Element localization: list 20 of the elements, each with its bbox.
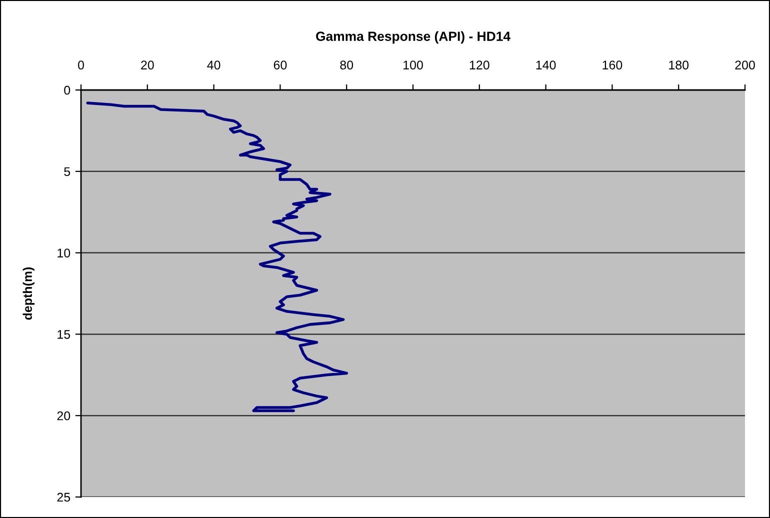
y-tick-label: 20: [57, 411, 70, 420]
y-tick-label: 25: [57, 492, 70, 502]
x-tick-label: 100: [404, 60, 423, 70]
x-tick-label: 160: [602, 60, 622, 70]
y-tick-label: 10: [58, 248, 70, 258]
x-tick-label: 200: [735, 60, 755, 70]
y-tick-label: 0: [64, 86, 70, 95]
x-tick-label: 40: [207, 60, 220, 70]
x-tick-label: 0: [78, 60, 84, 70]
x-tick-label: 140: [536, 60, 556, 70]
x-tick-label: 120: [470, 60, 490, 70]
x-tick-label: 80: [340, 60, 354, 70]
y-axis-title: depth(m): [22, 267, 34, 320]
line-series: [86, 102, 348, 412]
x-tick-label: 180: [669, 60, 689, 70]
x-tick-label: 60: [274, 60, 287, 70]
x-tick-label: 20: [141, 60, 154, 70]
chart-title: Gamma Response (API) - HD14: [316, 31, 510, 44]
y-tick-label: 15: [58, 330, 70, 339]
y-tick-label: 5: [64, 167, 70, 176]
